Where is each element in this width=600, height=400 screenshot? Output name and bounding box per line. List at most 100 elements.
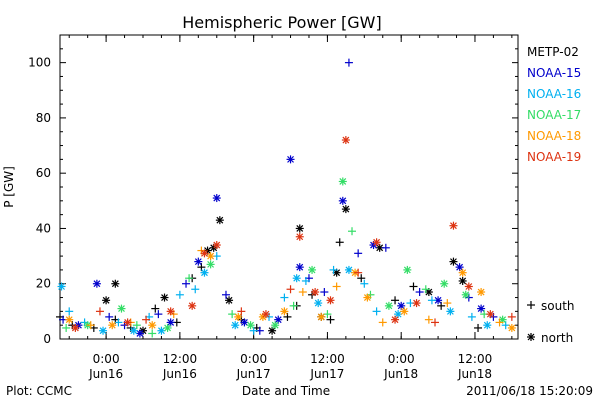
point-north: [163, 323, 172, 332]
point-south: [62, 323, 71, 332]
point-south: [354, 249, 363, 258]
point-north: [99, 326, 108, 335]
point-north: [160, 293, 169, 302]
legend-item: NOAA-16: [527, 87, 581, 101]
point-north: [111, 279, 120, 288]
point-north: [148, 321, 157, 330]
point-north: [200, 249, 209, 258]
point-north: [477, 304, 486, 313]
y-axis-label: P [GW]: [2, 166, 16, 208]
data-points: [56, 58, 516, 338]
legend-north-marker: [527, 333, 535, 341]
point-north: [372, 238, 381, 247]
point-north: [461, 290, 470, 299]
point-north: [215, 216, 224, 225]
point-south: [154, 310, 163, 319]
point-south: [132, 321, 141, 330]
point-south: [409, 282, 418, 291]
y-tick-label: 20: [36, 277, 51, 291]
point-north: [464, 282, 473, 291]
point-north: [314, 299, 323, 308]
point-south: [474, 323, 483, 332]
point-north: [206, 252, 215, 261]
point-south: [332, 282, 341, 291]
x-tick-time: 12:00: [310, 352, 345, 366]
point-north: [212, 194, 221, 203]
point-south: [344, 58, 353, 67]
point-north: [391, 315, 400, 324]
point-north: [341, 205, 350, 214]
point-north: [455, 263, 464, 272]
legend-south-marker: [527, 301, 535, 309]
y-tick-label: 0: [43, 332, 51, 346]
point-north: [458, 268, 467, 277]
y-tick-label: 100: [28, 56, 51, 70]
series-noaa-19: [71, 136, 516, 332]
point-south: [286, 285, 295, 294]
x-tick-date: Jun16: [162, 367, 197, 381]
point-south: [378, 318, 387, 327]
point-north: [440, 279, 449, 288]
legend-south-label: south: [541, 299, 575, 313]
x-tick-time: 0:00: [388, 352, 415, 366]
point-south: [427, 296, 436, 305]
point-north: [225, 296, 234, 305]
point-north: [135, 329, 144, 338]
y-tick-label: 60: [36, 166, 51, 180]
point-south: [360, 279, 369, 288]
point-south: [298, 288, 307, 297]
point-north: [71, 323, 80, 332]
legend-item: NOAA-15: [527, 66, 581, 80]
point-north: [295, 224, 304, 233]
x-tick-time: 12:00: [458, 352, 493, 366]
point-north: [206, 260, 215, 269]
point-north: [268, 326, 277, 335]
point-north: [292, 274, 301, 283]
y-tick-label: 80: [36, 111, 51, 125]
point-south: [495, 318, 504, 327]
point-south: [415, 288, 424, 297]
point-north: [188, 301, 197, 310]
point-north: [123, 318, 132, 327]
y-tick-label: 40: [36, 221, 51, 235]
point-south: [95, 307, 104, 316]
point-south: [421, 285, 430, 294]
point-south: [320, 288, 329, 297]
point-south: [221, 290, 230, 299]
point-south: [105, 312, 114, 321]
point-north: [92, 279, 101, 288]
y-axis: 0 20 40 60 80 100: [28, 48, 518, 346]
point-south: [289, 301, 298, 310]
point-south: [142, 315, 151, 324]
point-north: [338, 177, 347, 186]
plot-credit: Plot: CCMC: [6, 384, 72, 398]
point-north: [344, 265, 353, 274]
point-north: [311, 288, 320, 297]
point-north: [246, 321, 255, 330]
point-south: [175, 290, 184, 299]
point-north: [449, 257, 458, 266]
point-north: [129, 326, 138, 335]
point-north: [403, 265, 412, 274]
point-south: [326, 315, 335, 324]
point-north: [108, 321, 117, 330]
point-north: [477, 288, 486, 297]
point-south: [348, 227, 357, 236]
x-tick-time: 12:00: [163, 352, 198, 366]
point-north: [194, 257, 203, 266]
point-north: [234, 312, 243, 321]
point-south: [381, 243, 390, 252]
legend-item: NOAA-19: [527, 150, 581, 164]
x-tick-date: Jun18: [457, 367, 492, 381]
point-north: [271, 321, 280, 330]
point-north: [434, 296, 443, 305]
point-north: [384, 301, 393, 310]
point-north: [394, 310, 403, 319]
point-north: [280, 307, 289, 316]
point-north: [212, 241, 221, 250]
plot-frame: [59, 34, 519, 340]
point-north: [400, 307, 409, 316]
point-south: [148, 329, 157, 338]
legend: METP-02 NOAA-15 NOAA-16 NOAA-17 NOAA-18 NOAA-…: [527, 45, 581, 345]
